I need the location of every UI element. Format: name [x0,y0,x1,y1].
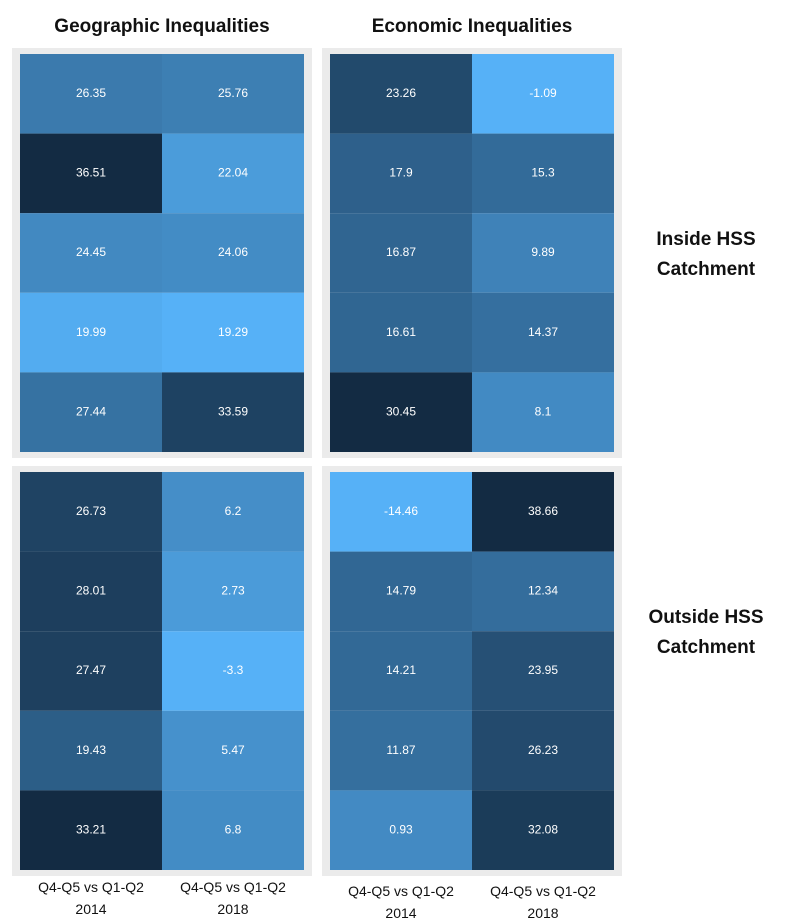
heat-cell [20,790,162,870]
x-tick-label: Q4-Q5 vs Q1-Q2 2018 [490,883,596,921]
cell-label: 6.2 [225,504,242,518]
heat-cell [20,631,162,711]
cell-label: 16.87 [386,245,416,259]
cell-label: 24.06 [218,245,248,259]
x-tick-label: Q4-Q5 vs Q1-Q2 2014 [348,883,454,921]
heat-cell [330,710,472,791]
cell-label: 32.08 [528,822,558,836]
cell-label: 30.45 [386,404,416,418]
cell-label: 28.01 [76,584,106,598]
heat-cell [330,790,472,870]
cell-label: 23.95 [528,663,558,677]
cell-label: 23.26 [386,86,416,100]
cell-label: 36.51 [76,166,106,180]
heat-cell [20,213,162,293]
cell-label: 17.9 [389,166,413,180]
heat-cell [472,292,614,373]
heat-cell [330,551,472,632]
heat-cell [162,631,304,711]
x-tick-label: Q4-Q5 vs Q1-Q2 2018 [180,879,286,917]
cell-label: 27.44 [76,404,106,418]
x-tick-label: Q4-Q5 vs Q1-Q2 2014 [38,879,144,917]
cell-label: 38.66 [528,504,558,518]
heat-cell [162,551,304,632]
heat-cell [20,292,162,373]
heat-cell [20,372,162,452]
cell-label: 14.21 [386,663,416,677]
heat-cell [162,292,304,373]
heat-cell [472,551,614,632]
cell-label: 15.3 [531,166,555,180]
cell-label: 14.79 [386,584,416,598]
cell-label: 26.35 [76,86,106,100]
cell-label: 24.45 [76,245,106,259]
cell-label: 33.59 [218,404,248,418]
cell-label: 11.87 [386,743,415,757]
cell-label: 26.23 [528,743,558,757]
heat-cell [330,631,472,711]
column-title: Geographic Inequalities [54,16,270,37]
heat-cell [472,790,614,870]
cell-label: 8.1 [535,404,552,418]
heat-cell [330,54,472,134]
cell-label: 16.61 [386,325,416,339]
cell-label: -1.09 [529,86,557,100]
heat-cell [162,133,304,214]
heat-cell [162,372,304,452]
heat-cell [472,710,614,791]
cell-label: 26.73 [76,504,106,518]
heat-cell [330,292,472,373]
cell-label: -3.3 [223,663,244,677]
heat-cell [472,472,614,552]
cell-label: 2.73 [221,584,245,598]
heat-cell [162,472,304,552]
cell-label: 25.76 [218,86,248,100]
heat-cell [162,54,304,134]
heat-cell [20,54,162,134]
column-title: Economic Inequalities [371,16,573,37]
cell-label: 33.21 [76,822,106,836]
heat-cell [20,133,162,214]
heat-cell [472,372,614,452]
heat-cell [330,372,472,452]
heat-cell [330,213,472,293]
cell-label: 6.8 [225,822,242,836]
heat-cell [20,551,162,632]
cell-label: 0.93 [389,822,413,836]
cell-label: -14.46 [384,504,418,518]
cell-label: 14.37 [528,325,558,339]
cell-label: 19.43 [76,743,106,757]
cell-label: 19.29 [218,325,248,339]
heat-cell [162,213,304,293]
cell-label: 12.34 [528,584,558,598]
heat-cell [472,631,614,711]
cell-label: 27.47 [76,663,106,677]
heat-cell [330,472,472,552]
row-title: Inside HSS Catchment [656,229,756,280]
heat-cell [472,133,614,214]
heat-cell [162,790,304,870]
heat-cell [472,54,614,134]
cell-label: 5.47 [221,743,245,757]
heat-cell [20,710,162,791]
row-title: Outside HSS Catchment [648,607,764,658]
heat-cell [330,133,472,214]
heat-cell [472,213,614,293]
cell-label: 22.04 [218,166,248,180]
cell-label: 19.99 [76,325,106,339]
heat-cell [20,472,162,552]
heat-cell [162,710,304,791]
cell-label: 9.89 [531,245,555,259]
